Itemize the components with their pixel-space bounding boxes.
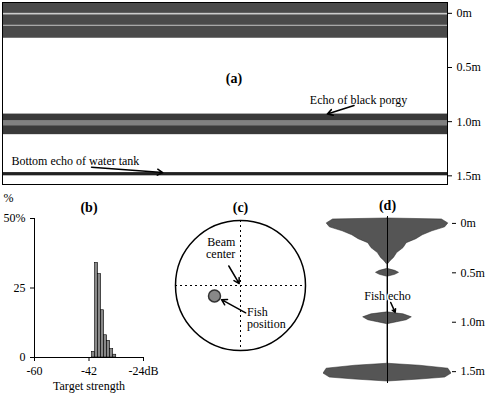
svg-text:1.0m: 1.0m bbox=[457, 115, 482, 129]
svg-text:Echo of black porgy: Echo of black porgy bbox=[310, 93, 407, 107]
svg-text:(a): (a) bbox=[226, 71, 243, 87]
svg-text:(d): (d) bbox=[379, 198, 396, 214]
svg-text:25: 25 bbox=[14, 281, 26, 295]
svg-text:Fish echo: Fish echo bbox=[364, 289, 410, 303]
svg-text:-24dB: -24dB bbox=[129, 364, 159, 378]
svg-text:1.0m: 1.0m bbox=[461, 315, 486, 329]
svg-text:-42: -42 bbox=[81, 364, 97, 378]
svg-text:Fishposition: Fishposition bbox=[247, 305, 286, 331]
svg-text:Bottom echo of water tank: Bottom echo of water tank bbox=[11, 154, 139, 168]
svg-text:1.5m: 1.5m bbox=[461, 364, 486, 378]
svg-text:%: % bbox=[4, 191, 14, 205]
svg-text:0: 0 bbox=[20, 350, 26, 364]
svg-text:50%: 50% bbox=[4, 211, 26, 225]
svg-text:0m: 0m bbox=[457, 6, 473, 20]
svg-text:(c): (c) bbox=[233, 200, 249, 216]
svg-text:(b): (b) bbox=[80, 200, 97, 216]
svg-text:0m: 0m bbox=[461, 216, 477, 230]
svg-text:Beamcenter: Beamcenter bbox=[206, 235, 236, 261]
svg-text:0.5m: 0.5m bbox=[461, 266, 486, 280]
svg-text:Target strength: Target strength bbox=[53, 379, 125, 393]
svg-text:1.5m: 1.5m bbox=[457, 169, 482, 183]
svg-text:-60: -60 bbox=[27, 364, 43, 378]
svg-text:0.5m: 0.5m bbox=[457, 60, 482, 74]
